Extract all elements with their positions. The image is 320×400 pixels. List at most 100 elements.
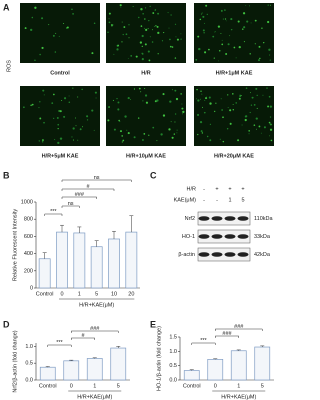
speckle — [255, 117, 258, 120]
speckle — [215, 102, 217, 104]
y-tick-label: 400 — [24, 251, 33, 257]
speckle — [249, 111, 251, 114]
speckle — [250, 22, 252, 24]
speckle — [256, 128, 257, 130]
speckle — [227, 106, 229, 108]
speckle — [232, 103, 234, 105]
speckle — [170, 121, 172, 123]
speckle — [119, 121, 121, 122]
speckle — [200, 13, 202, 15]
speckle — [41, 141, 44, 143]
speckle — [239, 94, 241, 97]
blot-band — [237, 252, 249, 257]
speckle — [230, 18, 233, 21]
error-bar — [69, 359, 74, 361]
speckle — [68, 101, 71, 104]
speckle — [199, 121, 203, 124]
speckle — [130, 54, 133, 57]
speckle — [122, 139, 125, 142]
speckle — [52, 93, 55, 96]
y-tick-label: 800 — [24, 217, 33, 223]
speckle — [156, 25, 159, 28]
bar — [73, 232, 86, 289]
speckle — [229, 35, 231, 37]
blot-frame — [197, 211, 251, 226]
ros-label: ROS — [6, 60, 12, 72]
speckle — [169, 38, 171, 41]
speckle — [107, 31, 109, 34]
speckle — [238, 45, 241, 49]
speckle — [180, 93, 182, 95]
speckle — [204, 51, 207, 54]
speckle — [95, 97, 97, 99]
blot-band — [237, 216, 249, 221]
speckle — [66, 26, 69, 29]
speckle — [153, 26, 155, 27]
condition-mark: - — [203, 197, 205, 203]
speckle — [119, 130, 122, 133]
blot-band — [224, 252, 236, 257]
blot-band — [198, 216, 210, 221]
speckle — [175, 36, 177, 38]
fluorescence-image — [106, 3, 186, 63]
error-bar — [116, 346, 121, 349]
speckle — [55, 32, 57, 34]
condition-mark: - — [203, 186, 205, 192]
speckle — [249, 92, 251, 94]
speckle — [235, 102, 238, 104]
speckle — [121, 21, 123, 23]
y-axis-title: Relative Fluorescent Intensity — [12, 209, 18, 281]
error-bar — [189, 369, 194, 371]
speckle — [142, 100, 144, 102]
speckle — [174, 113, 177, 115]
error-bar — [92, 357, 97, 359]
fluorescence-image — [194, 3, 274, 63]
speckle — [52, 34, 55, 37]
speckle — [229, 122, 232, 125]
bar — [125, 231, 138, 289]
error-bar — [45, 366, 50, 368]
speckle — [156, 140, 158, 142]
speckle — [168, 128, 171, 131]
x-tick-label: 1 — [93, 383, 96, 389]
blot-band — [224, 216, 236, 221]
speckle — [144, 43, 147, 46]
speckle — [201, 106, 204, 108]
x-tick-label: Control — [39, 383, 57, 389]
bar — [183, 370, 200, 381]
speckle — [232, 109, 234, 111]
speckle — [86, 115, 89, 118]
speckle — [72, 12, 74, 15]
speckle — [145, 28, 148, 31]
speckle — [121, 135, 124, 137]
y-tick-label: 0.0 — [169, 377, 177, 383]
speckle — [31, 103, 34, 106]
speckle — [174, 57, 177, 59]
speckle — [246, 20, 249, 23]
speckle — [241, 28, 244, 30]
speckle — [75, 117, 77, 119]
speckle — [72, 127, 75, 130]
speckle — [197, 133, 199, 136]
speckle — [116, 97, 118, 100]
image-caption: H/R+20μM KAE — [214, 153, 254, 159]
speckle — [31, 16, 34, 19]
speckle — [267, 20, 270, 24]
speckle — [268, 121, 271, 124]
speckle — [59, 110, 62, 113]
panel-label: D — [3, 319, 10, 329]
speckle — [208, 96, 211, 99]
x-axis-title: H/R+KAE(μM) — [79, 302, 114, 308]
speckle — [39, 53, 41, 56]
bar — [39, 366, 56, 381]
y-tick-label: 0.5 — [169, 363, 177, 369]
speckle — [51, 102, 54, 105]
speckle — [157, 53, 159, 55]
sig-bracket — [61, 205, 80, 208]
sig-bracket — [71, 337, 95, 340]
speckle — [119, 4, 122, 7]
y-tick-label: 200 — [24, 268, 33, 274]
speckle — [201, 12, 203, 14]
speckle — [145, 101, 149, 104]
blot-frame — [197, 229, 251, 244]
